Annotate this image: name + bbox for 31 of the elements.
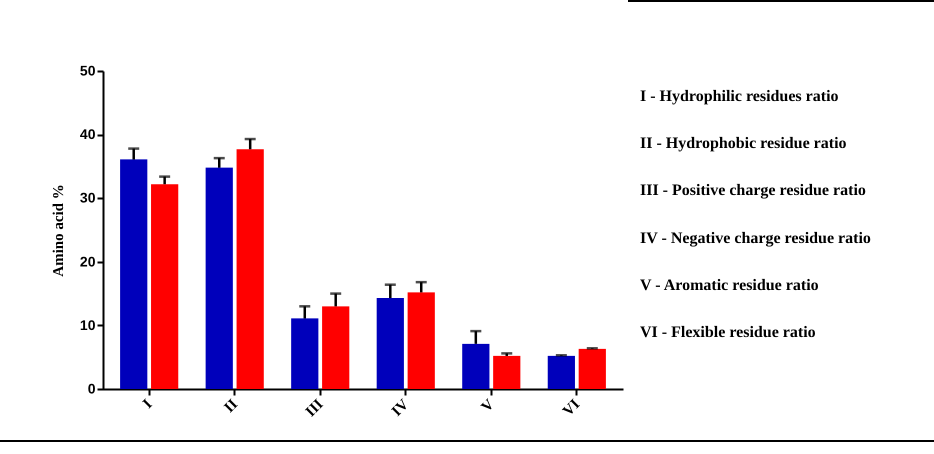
bar bbox=[151, 184, 178, 389]
bar bbox=[322, 306, 350, 389]
text: V - Aromatic residue ratio bbox=[640, 276, 820, 296]
x-tick-label: V bbox=[478, 396, 498, 416]
bar bbox=[120, 159, 148, 389]
text: II - Hydrophobic residue ratio bbox=[640, 135, 848, 154]
x-tick-label: VI bbox=[560, 396, 584, 420]
bar bbox=[206, 168, 233, 389]
bar bbox=[493, 356, 520, 389]
bar bbox=[462, 344, 490, 389]
bar bbox=[236, 149, 264, 389]
y-tick-label: 50 bbox=[80, 62, 96, 78]
bar bbox=[291, 318, 318, 389]
bar bbox=[578, 348, 606, 389]
text: IV - Negative charge residue ratio bbox=[640, 230, 871, 249]
x-tick-label: I bbox=[140, 396, 156, 412]
text: I - Hydrophilic residues ratio bbox=[640, 88, 840, 107]
y-tick-label: 0 bbox=[88, 380, 96, 396]
x-tick-label: II bbox=[221, 396, 242, 416]
x-tick-label: III bbox=[302, 396, 327, 420]
bar bbox=[376, 298, 404, 389]
y-axis-title: Amino acid % bbox=[50, 184, 67, 277]
y-tick-label: 40 bbox=[80, 126, 96, 142]
bar bbox=[548, 356, 575, 389]
text: VI - Flexible residue ratio bbox=[640, 324, 817, 343]
y-tick-label: 20 bbox=[80, 253, 96, 270]
y-tick-label: 10 bbox=[80, 316, 96, 333]
bar bbox=[408, 292, 435, 389]
y-tick-label: 30 bbox=[80, 190, 96, 206]
text: III - Positive charge residue ratio bbox=[640, 182, 867, 202]
x-tick-label: IV bbox=[389, 396, 412, 420]
